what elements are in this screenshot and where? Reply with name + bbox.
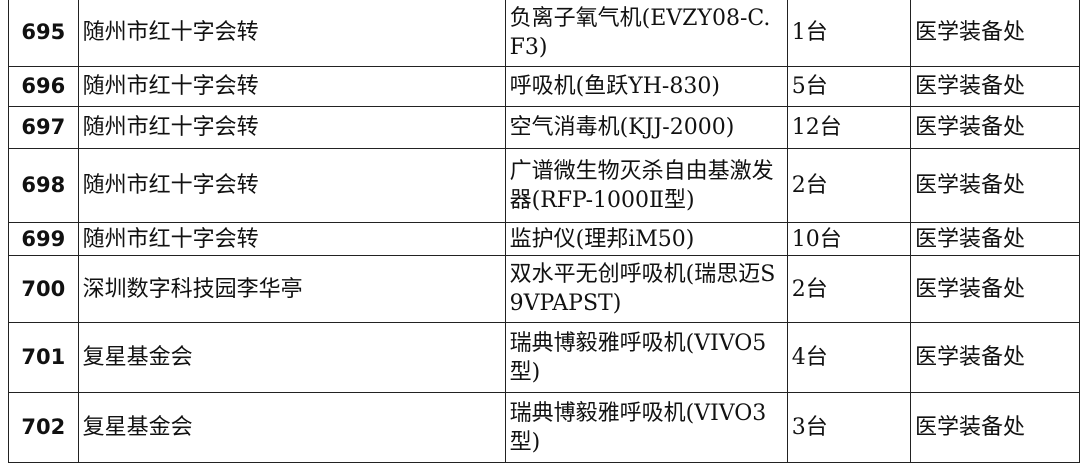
row-number: 700 [8,255,79,323]
department-cell: 医学装备处 [910,222,1080,256]
table-row: 697 随州市红十字会转 空气消毒机(KJJ-2000) 12台 医学装备处 [8,106,1080,149]
quantity-cell: 5台 [786,66,912,107]
quantity-cell: 10台 [786,222,912,256]
quantity-cell: 3台 [786,392,912,463]
donor-cell: 随州市红十字会转 [77,106,506,149]
department-cell: 医学装备处 [910,0,1080,67]
row-number: 701 [8,322,79,393]
item-cell: 监护仪(理邦iM50) [504,222,788,256]
table-row: 698 随州市红十字会转 广谱微生物灭杀自由基激发器(RFP-1000Ⅱ型) 2台 医学… [8,148,1080,223]
department-cell: 医学装备处 [910,148,1080,223]
item-cell: 广谱微生物灭杀自由基激发器(RFP-1000Ⅱ型) [504,148,788,223]
donor-cell: 复星基金会 [77,392,506,463]
department-cell: 医学装备处 [910,106,1080,149]
table-row: 701 复星基金会 瑞典博毅雅呼吸机(VIVO5型) 4台 医学装备处 [8,322,1080,393]
donor-cell: 随州市红十字会转 [77,148,506,223]
table-row: 695 随州市红十字会转 负离子氧气机(EVZY08-C.F3) 1台 医学装备处 [8,0,1080,67]
department-cell: 医学装备处 [910,322,1080,393]
department-cell: 医学装备处 [910,66,1080,107]
row-number: 702 [8,392,79,463]
department-cell: 医学装备处 [910,392,1080,463]
table-row: 700 深圳数字科技园李华亭 双水平无创呼吸机(瑞思迈S9VPAPST) 2台 医学装备… [8,255,1080,323]
quantity-cell: 4台 [786,322,912,393]
donor-cell: 复星基金会 [77,322,506,393]
row-number: 696 [8,66,79,107]
row-number: 698 [8,148,79,223]
donor-cell: 随州市红十字会转 [77,66,506,107]
row-number: 699 [8,222,79,256]
quantity-cell: 2台 [786,148,912,223]
table-row: 699 随州市红十字会转 监护仪(理邦iM50) 10台 医学装备处 [8,222,1080,256]
quantity-cell: 2台 [786,255,912,323]
row-number: 697 [8,106,79,149]
item-cell: 瑞典博毅雅呼吸机(VIVO3型) [504,392,788,463]
item-cell: 双水平无创呼吸机(瑞思迈S9VPAPST) [504,255,788,323]
donor-cell: 深圳数字科技园李华亭 [77,255,506,323]
donor-cell: 随州市红十字会转 [77,0,506,67]
donor-cell: 随州市红十字会转 [77,222,506,256]
donation-table: 695 随州市红十字会转 负离子氧气机(EVZY08-C.F3) 1台 医学装备处 696… [8,0,1080,463]
item-cell: 呼吸机(鱼跃YH-830) [504,66,788,107]
quantity-cell: 1台 [786,0,912,67]
quantity-cell: 12台 [786,106,912,149]
item-cell: 空气消毒机(KJJ-2000) [504,106,788,149]
item-cell: 瑞典博毅雅呼吸机(VIVO5型) [504,322,788,393]
table-row: 702 复星基金会 瑞典博毅雅呼吸机(VIVO3型) 3台 医学装备处 [8,392,1080,463]
department-cell: 医学装备处 [910,255,1080,323]
row-number: 695 [8,0,79,67]
item-cell: 负离子氧气机(EVZY08-C.F3) [504,0,788,67]
table-row: 696 随州市红十字会转 呼吸机(鱼跃YH-830) 5台 医学装备处 [8,66,1080,107]
